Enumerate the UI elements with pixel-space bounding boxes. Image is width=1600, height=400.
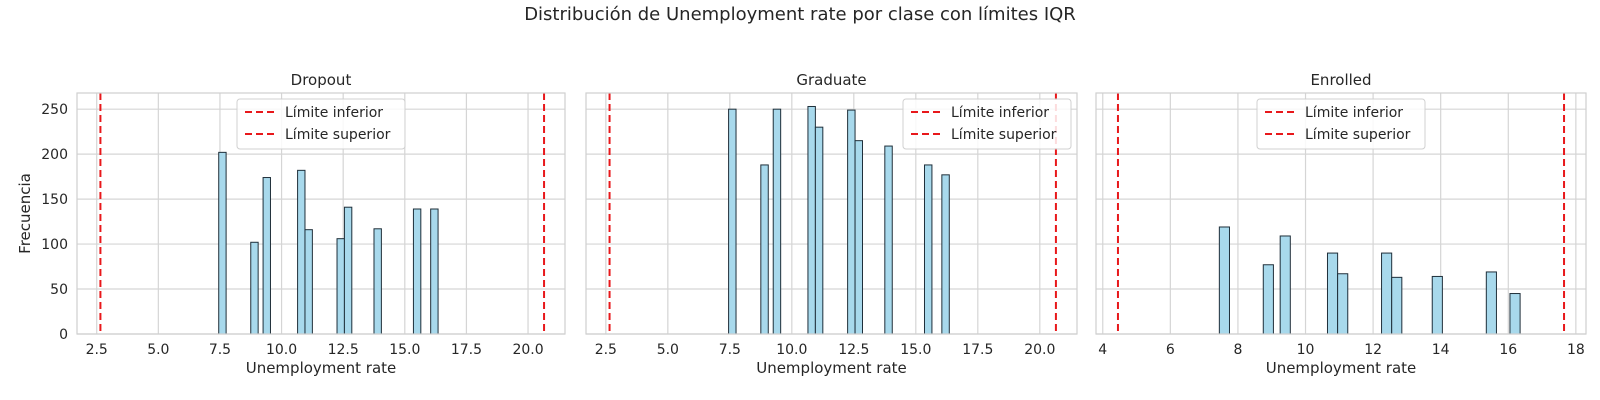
histogram-bar (250, 241, 259, 335)
histogram-bar (728, 108, 737, 335)
x-tick-label: 10 (1297, 342, 1315, 358)
x-tick-label: 7.5 (209, 342, 231, 358)
legend-box (236, 98, 406, 150)
x-tick-label: 20.0 (512, 342, 543, 358)
legend: Límite inferior Límite superior (236, 98, 406, 150)
panel-title: Graduate (796, 71, 866, 89)
histogram-bar (297, 169, 306, 335)
panel-graduate: 2.5 5.0 7.5 10.0 12.5 15.0 17.5 20.0 Graduate Une… (585, 71, 1078, 377)
legend-box (902, 98, 1072, 150)
y-tick-label: 150 (41, 192, 68, 208)
x-tick-label: 5.0 (147, 342, 169, 358)
histogram-bar (941, 174, 950, 335)
histogram-bar (336, 238, 345, 335)
x-tick-label: 12.5 (328, 342, 359, 358)
y-tick-label: 50 (50, 282, 68, 298)
x-axis-label: Unemployment rate (756, 359, 907, 377)
x-tick-label: 18 (1567, 342, 1585, 358)
y-tick-label: 0 (59, 327, 68, 343)
histogram-bar (1218, 226, 1230, 335)
panel-title: Enrolled (1310, 71, 1371, 89)
x-tick-label: 12 (1364, 342, 1382, 358)
legend-label-lower: Límite inferior (1305, 105, 1403, 121)
legend-label-upper: Límite superior (951, 127, 1057, 143)
x-tick-label: 2.5 (595, 342, 617, 358)
histogram-bar (923, 164, 933, 335)
x-tick-label: 7.5 (719, 342, 741, 358)
legend: Límite inferior Límite superior (902, 98, 1072, 150)
histogram-bar (884, 145, 893, 335)
x-tick-label: 4 (1098, 342, 1107, 358)
panel-title: Dropout (291, 71, 352, 89)
histogram-bar (1279, 235, 1291, 335)
x-tick-label: 20.0 (1024, 342, 1055, 358)
x-tick-label: 17.5 (962, 342, 993, 358)
x-axis-label: Unemployment rate (1266, 359, 1417, 377)
x-tick-label: 14 (1432, 342, 1450, 358)
x-tick-label: 15.0 (389, 342, 420, 358)
y-tick-label: 200 (41, 147, 68, 163)
histogram-bar (1326, 252, 1339, 335)
figure-title: Distribución de Unemployment rate por cl… (524, 4, 1076, 25)
y-tick-label: 100 (41, 237, 68, 253)
histogram-bar (304, 229, 313, 335)
x-tick-label: 16 (1499, 342, 1517, 358)
panel-dropout: 2.5 5.0 7.5 10.0 12.5 15.0 17.5 20.0 0 50 100 150 20… (16, 71, 566, 377)
x-tick-label: 12.5 (838, 342, 869, 358)
histogram-bar (854, 140, 863, 335)
histogram-bar (814, 126, 824, 335)
x-axis-label: Unemployment rate (246, 359, 397, 377)
histogram-bar (343, 206, 353, 335)
plot-frame (1095, 92, 1587, 335)
x-tick-label: 17.5 (451, 342, 482, 358)
x-tick-label: 10.0 (776, 342, 807, 358)
legend-box (1256, 98, 1426, 150)
y-tick-label: 250 (41, 102, 68, 118)
legend-label-upper: Límite superior (285, 127, 391, 143)
histogram-bar (772, 108, 782, 335)
x-tick-label: 15.0 (900, 342, 931, 358)
histogram-bar (760, 164, 769, 335)
plot-frame (585, 92, 1078, 335)
histogram-bar (1337, 273, 1349, 335)
legend-label-upper: Límite superior (1305, 127, 1411, 143)
legend-label-lower: Límite inferior (951, 105, 1049, 121)
histogram-bar (262, 177, 271, 335)
histogram-bar (412, 208, 422, 335)
plot-frame (76, 92, 566, 335)
histogram-bar (1391, 276, 1403, 335)
x-tick-label: 8 (1233, 342, 1242, 358)
histogram-bar (1381, 252, 1393, 335)
histogram-bar (1431, 275, 1443, 335)
histogram-bar (847, 109, 856, 335)
panel-enrolled: 4 6 8 10 12 14 16 18 Enrolled Unemployment rate Lí… (1095, 71, 1587, 377)
histogram-bar (218, 151, 227, 335)
x-tick-label: 10.0 (266, 342, 297, 358)
x-tick-label: 5.0 (657, 342, 679, 358)
histogram-bar (807, 105, 816, 335)
legend-label-lower: Límite inferior (285, 105, 383, 121)
legend: Límite inferior Límite superior (1256, 98, 1426, 150)
x-tick-label: 6 (1166, 342, 1175, 358)
histogram-bar (430, 208, 439, 335)
y-axis-label: Frecuencia (16, 173, 34, 254)
histogram-bar (373, 228, 382, 335)
histogram-bar (1262, 264, 1274, 335)
histogram-bar (1485, 271, 1497, 335)
histogram-bar (1509, 293, 1521, 335)
x-tick-label: 2.5 (86, 342, 108, 358)
